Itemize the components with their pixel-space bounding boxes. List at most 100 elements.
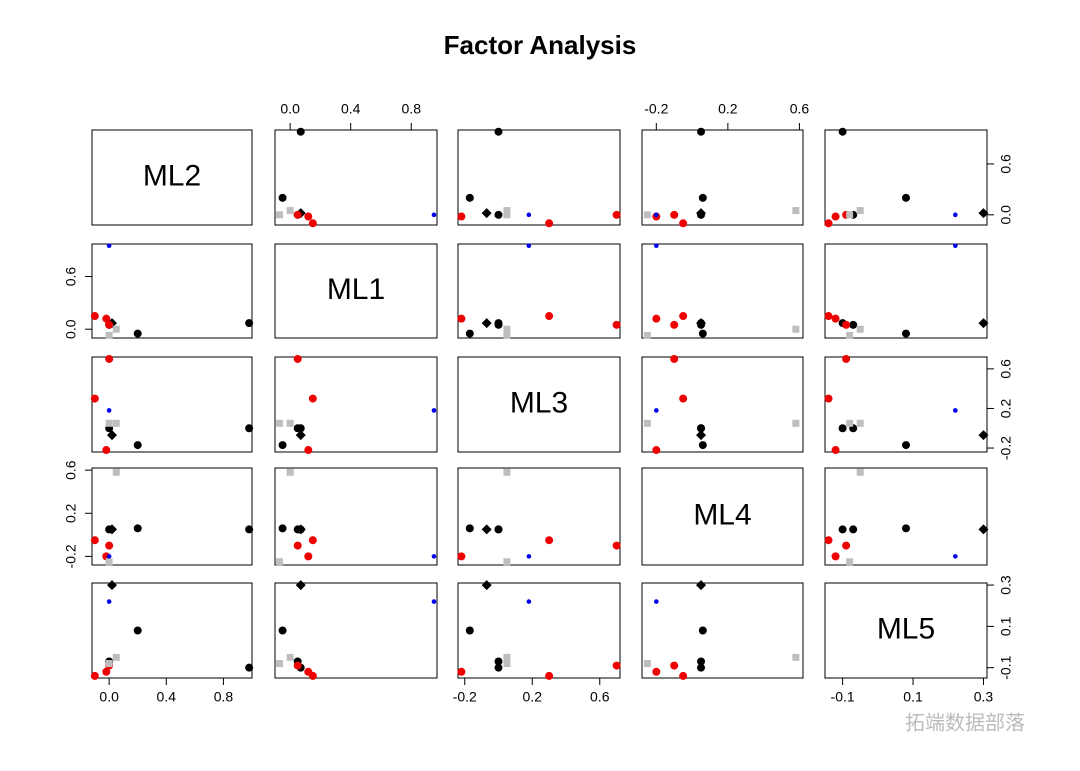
point (978, 430, 989, 441)
point (545, 536, 554, 545)
x-tick-label: 0.0 (280, 101, 300, 117)
y-tick-label: 0.0 (998, 205, 1014, 225)
x-tick-label: 0.8 (402, 101, 422, 117)
point (105, 354, 114, 363)
point (293, 661, 302, 670)
point (465, 626, 474, 635)
point (503, 468, 511, 476)
point (102, 314, 111, 323)
point (494, 663, 503, 672)
point (133, 441, 142, 450)
point (278, 193, 287, 202)
panel (641, 467, 804, 566)
y-tick-label: -0.2 (63, 544, 79, 568)
point (293, 541, 302, 550)
point (481, 524, 492, 535)
point (846, 419, 854, 427)
point (503, 325, 511, 333)
y-tick-label: 0.6 (998, 154, 1014, 174)
point (654, 243, 659, 249)
y-tick-label: 0.1 (998, 616, 1014, 636)
point (112, 653, 120, 661)
point (105, 331, 113, 339)
point (304, 667, 313, 676)
point (643, 211, 651, 219)
point (526, 554, 532, 559)
point (654, 212, 659, 218)
point (902, 524, 910, 533)
point (304, 552, 313, 561)
point (824, 219, 833, 228)
point (503, 653, 511, 661)
point (698, 626, 707, 635)
x-tick-label: 0.4 (157, 689, 177, 705)
point (494, 320, 503, 329)
point (286, 653, 294, 661)
point (105, 660, 113, 668)
point (545, 219, 554, 228)
point (953, 212, 958, 218)
point (90, 536, 99, 545)
point (698, 329, 707, 338)
point (107, 430, 117, 441)
point (526, 212, 532, 218)
diagonal-label: ML2 (143, 159, 201, 192)
panel (274, 467, 438, 566)
point (697, 127, 706, 136)
point (133, 626, 142, 635)
panel (274, 356, 438, 453)
x-tick-label: 0.3 (974, 689, 994, 705)
point (545, 671, 554, 680)
point (308, 219, 317, 228)
point (106, 554, 112, 559)
point (978, 318, 989, 329)
y-tick-label: 0.0 (63, 319, 79, 339)
point (431, 408, 437, 413)
point (838, 525, 847, 534)
panel (641, 243, 804, 339)
point (679, 312, 688, 321)
point (643, 419, 651, 427)
panel (457, 356, 621, 453)
panel (641, 356, 804, 453)
x-tick-label: -0.2 (644, 101, 668, 117)
panel (824, 467, 988, 566)
point (494, 127, 503, 136)
point (293, 210, 302, 219)
point (296, 127, 305, 136)
point (465, 193, 474, 202)
point (90, 671, 99, 680)
point (457, 552, 466, 561)
y-tick-label: -0.1 (998, 655, 1014, 679)
point (846, 211, 854, 219)
point (846, 331, 854, 339)
point (106, 599, 112, 604)
point (503, 207, 511, 215)
panel (91, 243, 253, 339)
point (308, 536, 317, 545)
panel (91, 356, 253, 453)
point (105, 419, 113, 427)
point (481, 208, 492, 219)
point (503, 558, 511, 566)
point (112, 468, 120, 476)
point (276, 558, 284, 566)
panel (457, 467, 621, 566)
point (838, 127, 847, 136)
point (842, 320, 851, 329)
diagonal-label: ML4 (693, 498, 751, 531)
point (481, 318, 492, 329)
point (105, 558, 113, 566)
point (286, 207, 294, 215)
point (503, 331, 511, 339)
point (643, 331, 651, 339)
point (902, 329, 910, 338)
diagonal-label: ML5 (877, 612, 935, 645)
x-tick-label: 0.8 (214, 689, 234, 705)
panel (274, 129, 438, 226)
point (652, 314, 661, 323)
point (612, 210, 621, 219)
point (846, 558, 854, 566)
point (792, 419, 800, 427)
y-tick-label: -0.2 (998, 436, 1014, 460)
